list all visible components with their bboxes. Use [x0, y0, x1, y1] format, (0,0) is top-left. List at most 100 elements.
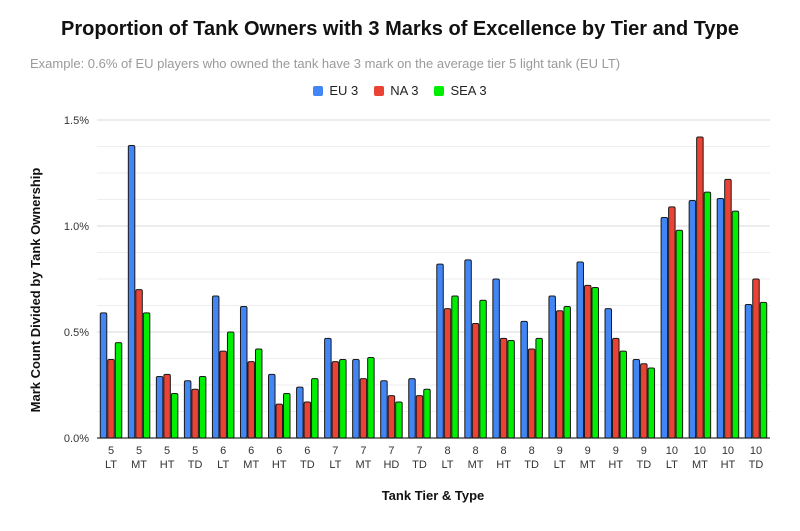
bar-eu-7-td [408, 378, 416, 439]
x-tick-type: LT [666, 459, 678, 471]
x-tick-type: HT [721, 459, 736, 471]
chart-subtitle: Example: 0.6% of EU players who owned th… [30, 56, 621, 71]
bar-na-10-td [752, 278, 760, 439]
x-tick-tier: 6 [304, 445, 310, 457]
x-tick-type: TD [524, 459, 539, 471]
bar-eu-10-lt [660, 217, 669, 439]
bar-na-10-ht [724, 178, 732, 439]
x-tick-tier: 8 [473, 445, 479, 457]
x-tick-type: HT [160, 459, 175, 471]
bar-sea-5-mt [142, 312, 151, 439]
x-tick-tier: 9 [613, 445, 619, 457]
bar-eu-5-mt [127, 144, 136, 439]
bar-sea-7-lt [339, 359, 347, 439]
x-tick-tier: 6 [220, 445, 226, 457]
x-tick-tier: 10 [666, 445, 678, 457]
bar-eu-10-ht [716, 197, 725, 439]
x-tick-tier: 7 [360, 445, 366, 457]
x-tick-type: LT [217, 459, 229, 471]
chart-title: Proportion of Tank Owners with 3 Marks o… [61, 18, 739, 40]
x-tick-type: HT [496, 459, 511, 471]
bar-sea-8-mt [479, 299, 487, 439]
bar-sea-7-hd [395, 401, 403, 439]
bar-sea-6-lt [226, 331, 235, 439]
legend-label-sea: SEA 3 [450, 83, 487, 98]
legend-item-sea: SEA 3 [434, 83, 487, 98]
gridlines [97, 119, 770, 439]
x-tick-type: LT [105, 459, 117, 471]
legend-item-na: NA 3 [374, 83, 418, 98]
x-tick-type: HT [272, 459, 287, 471]
bar-eu-9-mt [576, 261, 584, 439]
legend-item-eu: EU 3 [313, 83, 358, 98]
x-tick-type: TD [749, 459, 764, 471]
bar-sea-9-mt [591, 286, 599, 439]
bar-eu-10-td [744, 303, 753, 439]
x-tick-tier: 5 [136, 445, 142, 457]
bar-sea-10-ht [731, 210, 740, 439]
x-tick-type: MT [580, 459, 596, 471]
bar-na-5-ht [163, 373, 171, 439]
bar-eu-6-mt [239, 306, 248, 439]
bar-sea-7-mt [367, 356, 375, 439]
x-tick-tier: 7 [388, 445, 394, 457]
y-tick-label: 0.5% [64, 327, 89, 339]
bar-eu-5-td [183, 380, 192, 439]
x-tick-type: HD [383, 459, 399, 471]
bar-na-7-hd [387, 395, 396, 439]
bar-na-6-lt [219, 350, 227, 439]
legend-label-na: NA 3 [390, 83, 419, 98]
bar-eu-6-lt [211, 295, 220, 439]
bar-sea-10-mt [703, 191, 712, 439]
bar-na-6-ht [275, 403, 284, 439]
bar-eu-7-lt [324, 337, 332, 439]
bar-eu-9-ht [604, 308, 613, 439]
y-tick-label: 1.0% [64, 221, 89, 233]
x-tick-tier: 10 [694, 445, 706, 457]
x-tick-type: HT [608, 459, 623, 471]
x-tick-type: MT [131, 459, 147, 471]
bar-na-9-mt [583, 284, 592, 439]
legend-swatch-eu [313, 85, 324, 96]
bar-eu-5-lt [99, 312, 108, 439]
bar-sea-10-lt [675, 229, 684, 439]
bar-sea-8-lt [451, 295, 459, 439]
x-tick-tier: 7 [332, 445, 338, 457]
bar-na-8-td [527, 348, 536, 439]
x-tick-tier: 8 [529, 445, 535, 457]
bar-sea-9-ht [619, 350, 628, 439]
bar-sea-9-lt [563, 306, 571, 439]
bar-na-10-lt [668, 206, 676, 439]
bar-na-10-mt [696, 136, 704, 439]
legend-swatch-sea [434, 85, 445, 96]
x-tick-type: LT [554, 459, 566, 471]
y-tick-label: 1.5% [64, 115, 89, 127]
bar-eu-10-mt [688, 200, 697, 439]
x-tick-type: MT [355, 459, 371, 471]
bar-na-7-mt [359, 378, 368, 439]
bar-sea-10-td [759, 301, 768, 439]
bar-sea-8-td [535, 337, 543, 439]
y-tick-label: 0.0% [64, 433, 89, 445]
x-tick-type: MT [692, 459, 708, 471]
bar-eu-7-hd [380, 380, 388, 439]
x-tick-type: TD [188, 459, 203, 471]
bar-na-9-lt [555, 310, 564, 439]
bar-na-8-lt [443, 308, 452, 439]
bar-na-5-lt [107, 359, 115, 439]
bar-eu-8-ht [492, 278, 500, 439]
bar-na-8-ht [499, 337, 508, 439]
bar-sea-9-td [647, 367, 656, 439]
y-tick-labels: 0.0% 0.5% 1.0% 1.5% [64, 115, 89, 445]
x-tick-tier: 5 [108, 445, 114, 457]
bar-na-5-td [191, 388, 199, 439]
bar-sea-5-td [198, 376, 207, 439]
x-tick-type: LT [329, 459, 341, 471]
bar-sea-6-td [311, 378, 319, 439]
x-tick-tier: 10 [750, 445, 762, 457]
x-category-labels: 5 LT 5 MT 5 HT 5 TD 6 LT 6 MT 6 HT 6 TD 7 LT 7 MT 7 HD 7 TD 8 LT 8… [105, 445, 763, 471]
x-tick-tier: 6 [276, 445, 282, 457]
x-tick-type: LT [442, 459, 454, 471]
x-tick-tier: 9 [585, 445, 591, 457]
x-axis-label: Tank Tier & Type [382, 488, 485, 503]
